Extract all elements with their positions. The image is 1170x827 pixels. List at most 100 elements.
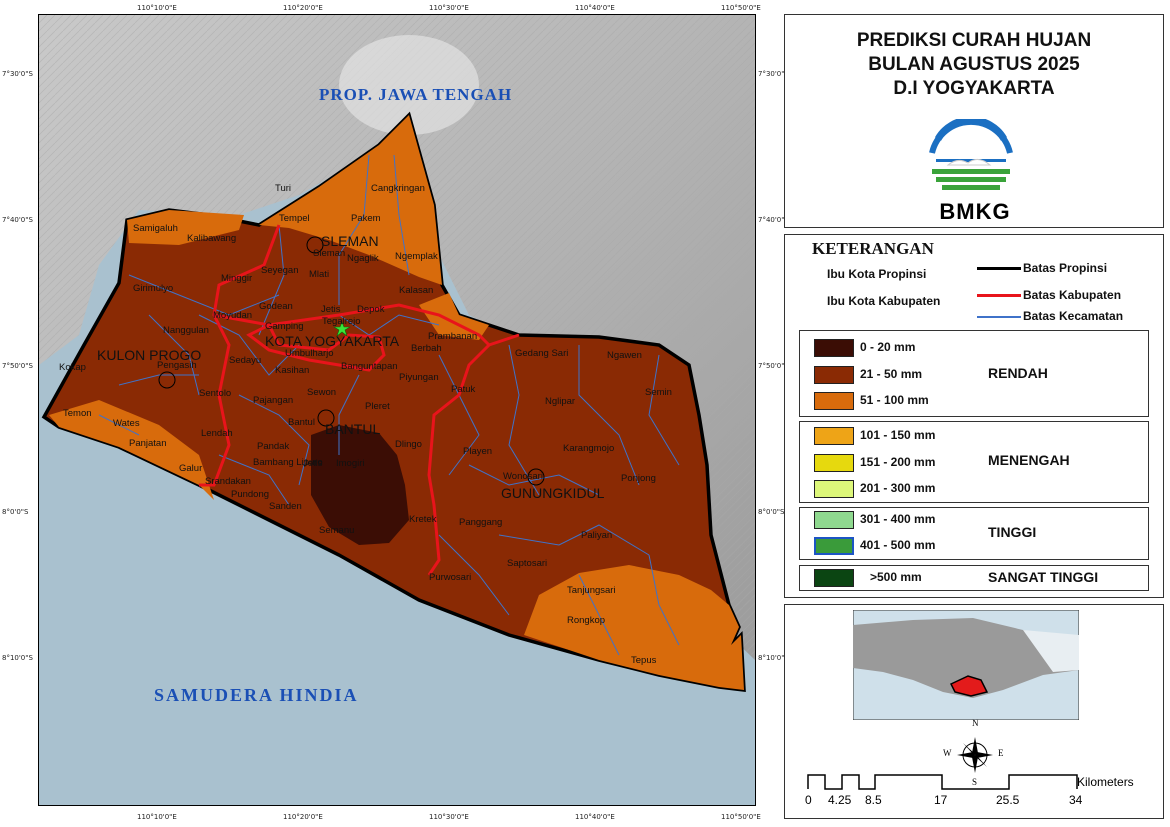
district-label: Karangmojo (563, 443, 615, 454)
map-title-line-3: D.I YOGYAKARTA (893, 78, 1055, 99)
tick-right-2: 7°40'0"S (758, 216, 789, 224)
title-panel: PREDIKSI CURAH HUJAN BULAN AGUSTUS 2025 … (784, 14, 1164, 228)
regency-borders (199, 224, 520, 576)
district-label: Paliyan (581, 530, 613, 541)
tick-bottom-3: 110°30'0"E (429, 813, 469, 821)
district-label: Nanggulan (163, 325, 209, 336)
zone-51-100-west (49, 400, 214, 500)
district-label: Moyudan (213, 310, 253, 321)
district-label: Kasihan (275, 365, 310, 376)
district-label: Sedayu (229, 355, 262, 366)
district-label: Pandak (257, 441, 290, 452)
district-label: Ngawen (607, 350, 642, 361)
zone-0-20 (311, 425, 409, 545)
district-label: Wonosari (503, 471, 543, 482)
scale-unit-label: Kilometers (1077, 775, 1134, 789)
legend-group-rendah: 0 - 20 mm 21 - 50 mm 51 - 100 mm RENDAH (799, 330, 1149, 417)
legend-swatch-0-20 (814, 339, 854, 357)
legend-category-rendah: RENDAH (988, 365, 1048, 381)
border-regency-line (977, 294, 1021, 297)
district-label: Sentolo (199, 388, 232, 399)
tick-bottom-5: 110°50'0"E (721, 813, 761, 821)
legend-heading: KETERANGAN (812, 239, 934, 258)
legend-swatch-151-200 (814, 454, 854, 472)
district-label: Samigaluh (133, 223, 178, 234)
map-frame: PROP. JAWA TENGAH SAMUDERA HINDIA SLEMAN… (38, 14, 756, 806)
legend-category-tinggi: TINGGI (988, 524, 1037, 540)
district-label: Depok (357, 304, 385, 315)
district-label: Gamping (265, 321, 304, 332)
district-label: Tegalrejo (322, 316, 361, 327)
district-label: Rongkop (567, 615, 606, 626)
district-label: Kokap (59, 362, 86, 373)
legend-border-district-label: Batas Kecamatan (1023, 309, 1124, 323)
inset-locator-map (853, 610, 1079, 720)
district-label: Panggang (459, 517, 503, 528)
compass-south-label: S (972, 777, 978, 787)
legend-border-province-label: Batas Propinsi (1023, 261, 1108, 275)
compass-east-label: E (998, 748, 1004, 758)
district-label: Pleret (365, 401, 390, 412)
district-label: Sewon (307, 387, 337, 398)
map-title-line-1: PREDIKSI CURAH HUJAN (856, 30, 1092, 51)
scale-label-34: 34 (1069, 793, 1083, 807)
legend-capital-regency-label: Ibu Kota Kabupaten (827, 294, 941, 308)
district-label: Jetis (303, 458, 323, 469)
legend-swatch-51-100 (814, 392, 854, 410)
scale-bar (807, 774, 1078, 790)
legend-swatch-401-500 (814, 537, 854, 555)
scale-label-17: 17 (934, 793, 948, 807)
legend-capital-province-label: Ibu Kota Propinsi (827, 267, 927, 281)
district-label: Srandakan (205, 476, 251, 487)
tick-left-2: 7°40'0"S (2, 216, 33, 224)
district-label: Kalibawang (187, 233, 237, 244)
diy-province (41, 111, 746, 692)
legend-swatch-201-300 (814, 480, 854, 498)
district-label: Tanjungsari (567, 585, 616, 596)
tick-bottom-4: 110°40'0"E (575, 813, 615, 821)
district-borders (98, 154, 680, 656)
legend-label-101-150: 101 - 150 mm (860, 428, 936, 442)
district-label: Cangkringan (371, 183, 425, 194)
zone-51-100-north (259, 115, 442, 285)
district-label: Tepus (631, 655, 657, 666)
compass-west-label: W (943, 748, 952, 758)
district-label: Tempel (279, 213, 310, 224)
legend-border-regency-label: Batas Kabupaten (1023, 288, 1122, 302)
district-label: Lendah (201, 428, 233, 439)
legend-swatch-101-150 (814, 427, 854, 445)
district-label: Ngaglik (347, 253, 379, 264)
map-title-line-2: BULAN AGUSTUS 2025 (868, 54, 1080, 75)
legend-group-menengah: 101 - 150 mm 151 - 200 mm 201 - 300 mm M… (799, 421, 1149, 503)
scale-label-4-25: 4.25 (828, 793, 852, 807)
legend-category-menengah: MENENGAH (988, 452, 1070, 468)
tick-top-1: 110°10'0"E (137, 4, 177, 12)
district-label: Kretek (409, 514, 437, 525)
district-label: Seyegan (261, 265, 299, 276)
district-label: Temon (63, 408, 92, 419)
tick-left-1: 7°30'0"S (2, 70, 33, 78)
tick-left-4: 8°0'0"S (2, 508, 29, 516)
district-label: Godean (259, 301, 293, 312)
tick-bottom-2: 110°20'0"E (283, 813, 323, 821)
legend-category-sangat-tinggi: SANGAT TINGGI (988, 569, 1099, 585)
district-label: Galur (179, 463, 203, 474)
district-label: Panjatan (129, 438, 167, 449)
regency-capitals (158, 236, 545, 486)
legend-label-401-500: 401 - 500 mm (860, 538, 936, 552)
district-label: Berbah (411, 343, 442, 354)
district-label: Sanden (269, 501, 302, 512)
legend-label-301-400: 301 - 400 mm (860, 512, 936, 526)
regency-label-kulon-progo: KULON PROGO (97, 347, 202, 363)
district-label: Purwosari (429, 572, 472, 583)
bmkg-wordmark: BMKG (939, 199, 1011, 224)
district-label: Gedang Sari (515, 348, 569, 359)
tick-top-2: 110°20'0"E (283, 4, 323, 12)
compass-north-label: N (972, 718, 979, 728)
regency-label-gunungkidul: GUNUNGKIDUL (501, 485, 605, 501)
legend-label-51-100: 51 - 100 mm (860, 393, 929, 407)
district-label: Banguntapan (341, 361, 398, 372)
district-label: Piyungan (399, 372, 439, 383)
tick-bottom-1: 110°10'0"E (137, 813, 177, 821)
zone-51-100-south-east (524, 565, 744, 690)
